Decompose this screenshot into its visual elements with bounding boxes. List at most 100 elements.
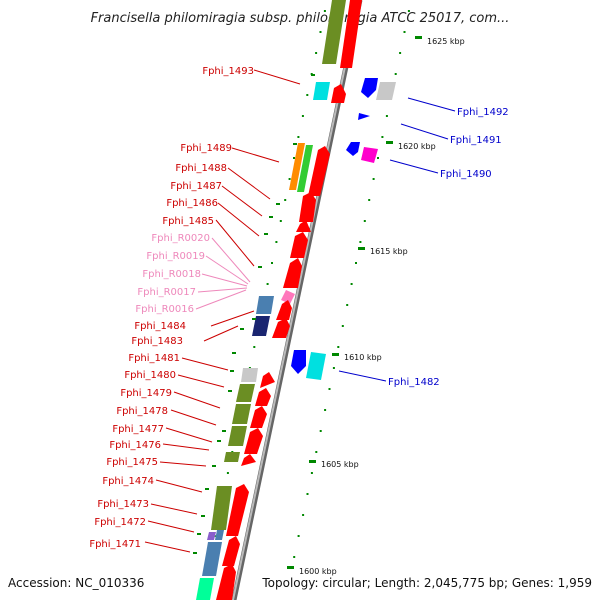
tick-dot	[394, 73, 397, 75]
tick-dot	[253, 346, 256, 348]
gene-feature	[244, 428, 263, 454]
scale-label-1610: 1610 kbp	[344, 353, 382, 362]
label-fphi-1473[interactable]: Fphi_1473	[97, 499, 149, 510]
label-fphi-1489[interactable]: Fphi_1489	[180, 143, 232, 154]
feature-tick	[240, 328, 244, 330]
gene-feature	[308, 146, 330, 196]
gene-feature	[207, 532, 216, 540]
label-fphi-1472[interactable]: Fphi_1472	[94, 517, 146, 528]
feature-tick	[222, 430, 226, 432]
gene-feature	[196, 578, 214, 600]
tick-dot	[226, 472, 229, 474]
gene-feature	[224, 452, 240, 462]
feature-tick	[193, 552, 197, 554]
label-fphi-1474[interactable]: Fphi_1474	[102, 476, 154, 487]
tick-dot	[288, 178, 291, 180]
label-fphi-1490[interactable]: Fphi_1490	[440, 169, 492, 180]
feature-tick	[201, 515, 205, 517]
label-fphi-1484[interactable]: Fphi_1484	[134, 321, 186, 332]
tick-dot	[284, 199, 287, 201]
gene-feature	[202, 542, 222, 576]
right-labels: Fphi_1492 Fphi_1491 Fphi_1490 Fphi_1482	[388, 107, 509, 388]
feature-tick	[228, 390, 232, 392]
label-fphi-1485[interactable]: Fphi_1485	[162, 216, 214, 227]
feature-tick	[217, 440, 221, 442]
gene-feature	[276, 300, 292, 320]
label-fphi-1479[interactable]: Fphi_1479	[120, 388, 172, 399]
label-fphi-1483[interactable]: Fphi_1483	[131, 336, 183, 347]
label-fphi-r0017[interactable]: Fphi_R0017	[137, 287, 196, 298]
tick-dot	[399, 52, 402, 54]
tick-dot	[377, 157, 379, 159]
gene-feature	[222, 536, 240, 566]
gene-feature	[358, 113, 370, 120]
label-fphi-1493[interactable]: Fphi_1493	[202, 66, 254, 77]
tick-dot	[306, 94, 309, 96]
scale-label-1625: 1625 kbp	[427, 37, 465, 46]
label-fphi-r0019[interactable]: Fphi_R0019	[146, 251, 205, 262]
feature-tick	[276, 203, 280, 205]
feature-tick	[197, 533, 201, 535]
tick-dot	[315, 451, 318, 453]
genome-summary-text: Topology: circular; Length: 2,045,775 bp…	[261, 576, 592, 590]
left-labels: Fphi_1493 Fphi_1489 Fphi_1488 Fphi_1487 …	[89, 66, 254, 550]
gene-feature	[340, 0, 362, 68]
gene-feature	[255, 388, 271, 406]
label-fphi-1486[interactable]: Fphi_1486	[166, 198, 218, 209]
tick-dot	[306, 493, 309, 495]
tick-dot	[359, 241, 362, 243]
tick-dot	[271, 262, 273, 264]
label-fphi-1478[interactable]: Fphi_1478	[116, 406, 168, 417]
inner-tick-track	[209, 10, 326, 558]
gene-feature	[216, 564, 236, 600]
scale-label-1615: 1615 kbp	[370, 247, 408, 256]
gene-feature	[296, 220, 311, 232]
gene-feature	[241, 454, 256, 466]
feature-tick	[252, 318, 256, 320]
right-connectors	[338, 97, 456, 382]
tick-dot	[368, 199, 371, 201]
label-fphi-1488[interactable]: Fphi_1488	[175, 163, 227, 174]
tick-dot	[319, 430, 322, 432]
outer-tick-track	[293, 10, 410, 558]
gene-feature	[322, 0, 346, 64]
feature-tick	[212, 465, 216, 467]
tick-dot	[293, 157, 295, 159]
label-fphi-1477[interactable]: Fphi_1477	[112, 424, 164, 435]
label-fphi-1492[interactable]: Fphi_1492	[457, 107, 509, 118]
label-fphi-1476[interactable]: Fphi_1476	[109, 440, 161, 451]
left-connectors	[144, 69, 301, 553]
gene-feature	[232, 404, 251, 424]
tick-dot	[337, 346, 340, 348]
gene-feature	[236, 384, 255, 402]
tick-dot	[297, 535, 300, 537]
scale-markers: 1625 kbp 1620 kbp 1615 kbp 1610 kbp 1605…	[287, 36, 465, 576]
gene-feature	[290, 232, 308, 258]
tick-dot	[350, 283, 353, 285]
map-title: Francisella philomiragia subsp. philomir…	[91, 11, 510, 26]
label-fphi-r0018[interactable]: Fphi_R0018	[142, 269, 201, 280]
tick-dot	[341, 325, 344, 327]
tick-dot	[385, 115, 388, 117]
tick-dot	[407, 10, 410, 12]
label-fphi-1487[interactable]: Fphi_1487	[170, 181, 222, 192]
gene-feature	[331, 84, 346, 103]
tick-dot	[332, 367, 335, 369]
label-fphi-1481[interactable]: Fphi_1481	[128, 353, 180, 364]
tick-dot	[293, 556, 296, 558]
label-fphi-1471[interactable]: Fphi_1471	[89, 539, 141, 550]
tick-dot	[403, 31, 406, 33]
tick-dot	[323, 10, 326, 12]
label-fphi-1475[interactable]: Fphi_1475	[106, 457, 158, 468]
label-fphi-1480[interactable]: Fphi_1480	[124, 370, 176, 381]
rna-feature	[281, 290, 295, 304]
gene-feature	[313, 82, 330, 100]
label-fphi-1491[interactable]: Fphi_1491	[450, 135, 502, 146]
label-fphi-r0016[interactable]: Fphi_R0016	[135, 304, 194, 315]
gene-feature	[283, 258, 302, 288]
gene-feature	[211, 486, 232, 530]
label-fphi-r0020[interactable]: Fphi_R0020	[151, 233, 210, 244]
gene-feature	[291, 350, 306, 374]
label-fphi-1482[interactable]: Fphi_1482	[388, 377, 440, 388]
